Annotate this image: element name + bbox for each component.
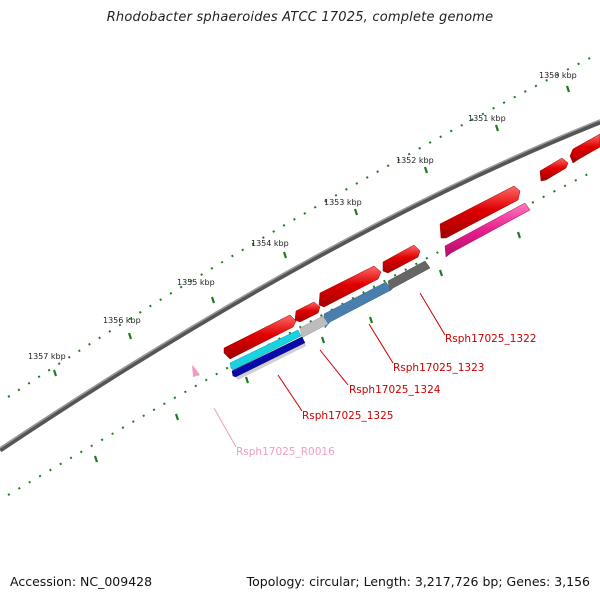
scale-label: 1356 kbp bbox=[103, 316, 141, 325]
gene-bar-lightgray[interactable] bbox=[299, 315, 329, 339]
leader-1323 bbox=[368, 323, 394, 364]
gene-arrow[interactable] bbox=[318, 265, 382, 308]
scale-label: 1353 kbp bbox=[324, 198, 362, 207]
gene-bar-lightgray-lower[interactable] bbox=[236, 343, 306, 380]
scale-label: 1352 kbp bbox=[396, 156, 434, 165]
gene-label-R0016[interactable]: Rsph17025_R0016 bbox=[236, 446, 335, 458]
accession-text: Accession: NC_009428 bbox=[10, 574, 153, 589]
gene-arrow[interactable] bbox=[539, 157, 569, 182]
scale-label: 1350 kbp bbox=[539, 71, 577, 80]
gene-arrow[interactable] bbox=[294, 301, 321, 323]
map-title: Rhodobacter sphaeroides ATCC 17025, comp… bbox=[106, 10, 494, 25]
inner-major-ticks bbox=[93, 231, 522, 463]
gene-label-1325[interactable]: Rsph17025_1325 bbox=[302, 410, 393, 422]
scale-label: 1355 kbp bbox=[177, 278, 215, 287]
reverse-genes bbox=[192, 202, 531, 380]
gene-arrow[interactable] bbox=[569, 133, 600, 164]
gene-label-1323[interactable]: Rsph17025_1323 bbox=[393, 362, 484, 374]
genome-summary-text: Topology: circular; Length: 3,217,726 bp… bbox=[246, 574, 590, 589]
rna-pink-marker[interactable] bbox=[192, 365, 200, 377]
label-leaders bbox=[213, 292, 446, 448]
outer-major-ticks bbox=[52, 85, 571, 377]
leader-1325 bbox=[277, 374, 303, 412]
scale-label: 1351 kbp bbox=[468, 114, 506, 123]
genome-backbone bbox=[0, 119, 600, 453]
inner-scale-track bbox=[7, 169, 597, 496]
scale-labels: 1350 kbp 1351 kbp 1352 kbp 1353 kbp 1354… bbox=[28, 71, 577, 361]
gene-bar-magenta[interactable] bbox=[444, 202, 531, 258]
gene-bar-cyan[interactable] bbox=[229, 329, 302, 371]
gene-label-1324[interactable]: Rsph17025_1324 bbox=[349, 384, 441, 396]
leader-1322 bbox=[419, 292, 446, 336]
genome-backbone-highlight bbox=[0, 119, 600, 449]
forward-genes bbox=[223, 133, 600, 360]
gene-arrow-1322-forward[interactable] bbox=[439, 185, 521, 239]
leader-R0016 bbox=[213, 407, 237, 448]
scale-label: 1354 kbp bbox=[251, 239, 289, 248]
scale-label: 1357 kbp bbox=[28, 352, 66, 361]
gene-labels: Rsph17025_1322 Rsph17025_1323 Rsph17025_… bbox=[236, 333, 536, 458]
gene-arrow[interactable] bbox=[223, 314, 297, 360]
leader-1324 bbox=[319, 349, 349, 386]
gene-arrow[interactable] bbox=[382, 244, 421, 274]
gene-label-1322[interactable]: Rsph17025_1322 bbox=[445, 333, 536, 345]
